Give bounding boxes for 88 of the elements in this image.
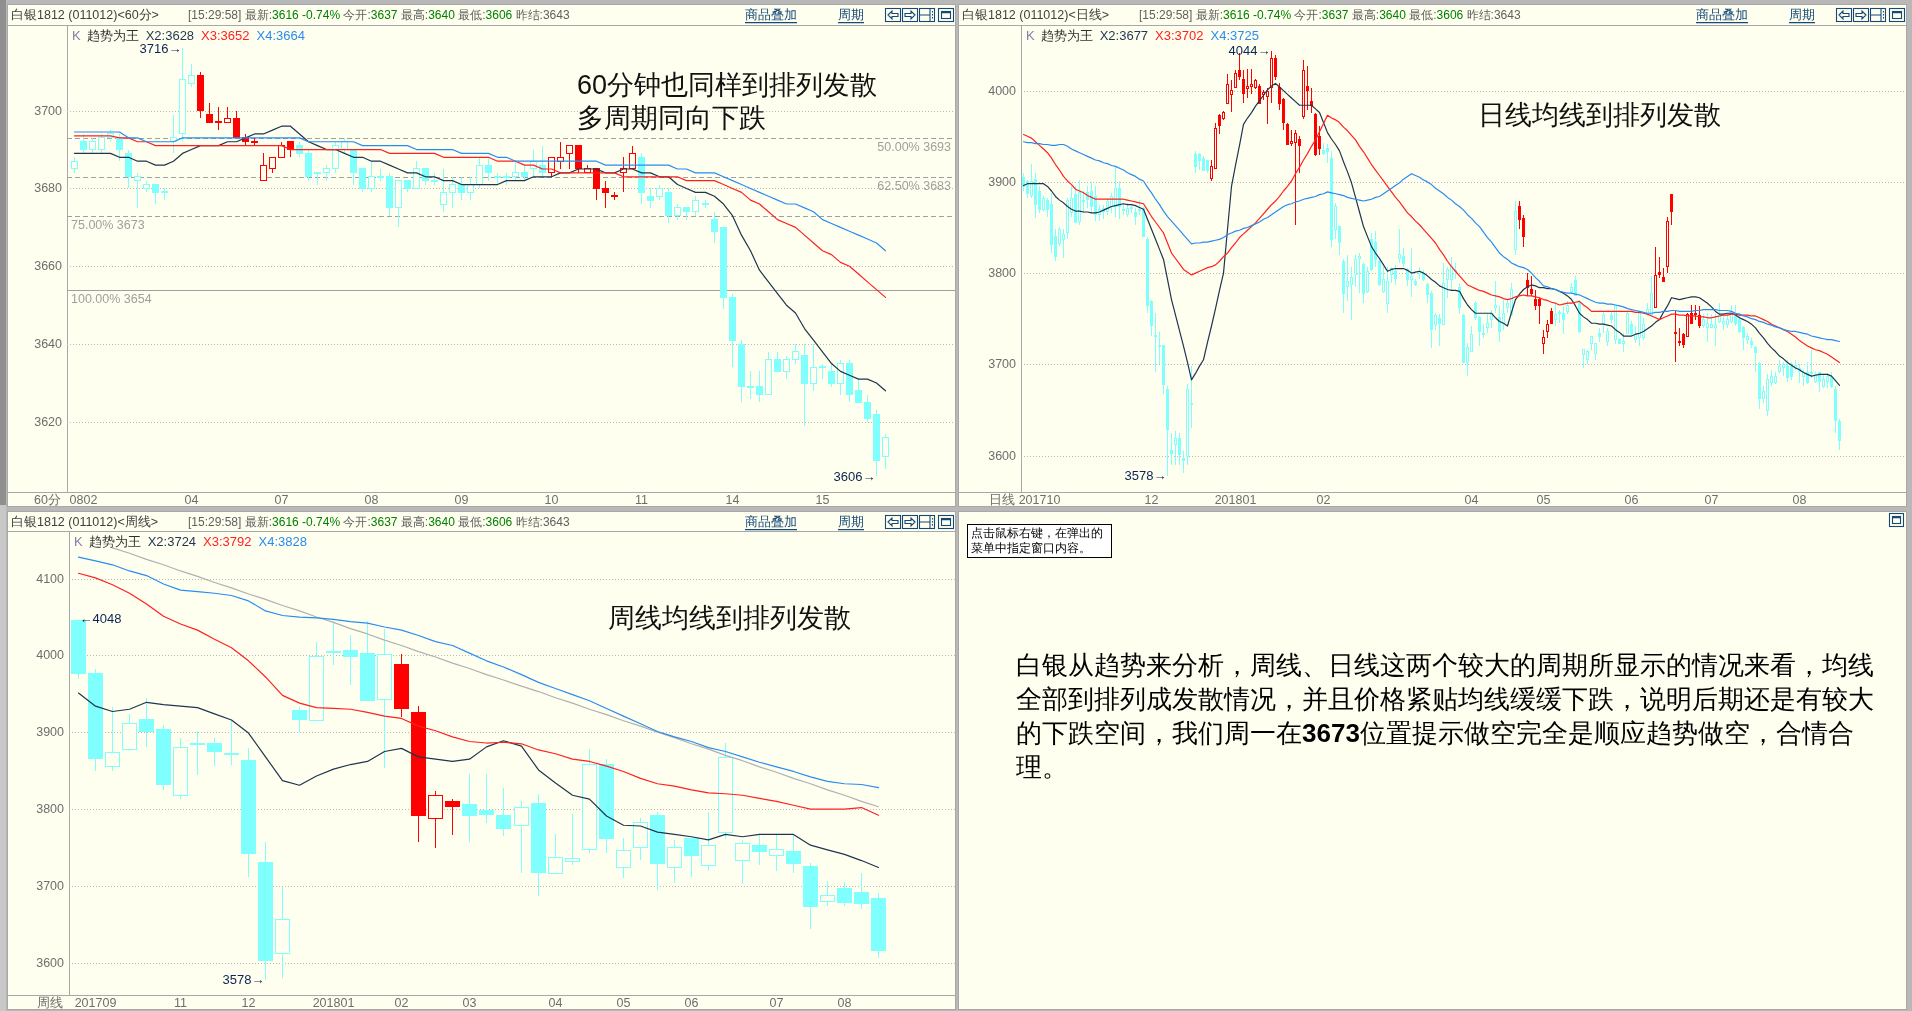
x-tick-label: 06 [1624, 493, 1639, 507]
annotation: 周线均线到排列发散 [608, 603, 851, 633]
annotation: 多周期同向下跌 [577, 103, 766, 133]
x-tick-label: 08 [837, 996, 852, 1010]
annotation: 3606→ [833, 468, 876, 484]
y-tick-label: 4000 [988, 83, 1017, 98]
x-tick-label: 07 [1704, 493, 1719, 507]
y-tick-label: 3600 [988, 448, 1017, 463]
x-tick-label: 11 [635, 493, 649, 507]
annotation: 4044→ [1228, 43, 1271, 59]
ref-line-label: 75.00% 3673 [71, 217, 145, 232]
y-tick-label: 3900 [988, 174, 1017, 189]
text: 商品叠加 [745, 8, 797, 22]
y-tick-label: 3680 [34, 181, 63, 196]
y-tick-label: 4100 [36, 571, 65, 586]
x-tick-label: 12 [1144, 493, 1159, 507]
legend-title: K 趋势为王 [72, 27, 139, 43]
x-tick-label: 04 [548, 996, 563, 1010]
x-tick-label: 03 [462, 996, 477, 1010]
annotation: 3578→ [222, 972, 265, 988]
text: 周期 [1789, 8, 1815, 22]
chart-title: 白银1812 (011012)<日线> [962, 8, 1109, 22]
x-tick-label: 09 [454, 493, 469, 507]
ref-line-label: 50.00% 3693 [877, 139, 952, 154]
y-tick-label: 3700 [36, 878, 65, 893]
y-tick-label: 3700 [34, 103, 63, 118]
x-tick-label: 10 [544, 493, 559, 507]
annotation: 日线均线到排列发散 [1478, 100, 1721, 130]
y-tick-label: 3800 [988, 266, 1017, 281]
text: X4:3664 [256, 27, 305, 43]
y-tick-label: 3800 [36, 802, 65, 817]
x-tick-label: 05 [1536, 493, 1551, 507]
annotation: 3578→ [1124, 468, 1167, 484]
chart-title: 白银1812 (011012)<60分> [11, 8, 159, 22]
x-tick-label: 07 [769, 996, 784, 1010]
x-tick-label: 04 [1464, 493, 1479, 507]
text: 白银从趋势来分析，周线、日线这两个较大的周期所显示的情况来看，均线全部到排列成发散情况，并且价格紧贴均线缓缓下跌，说明后期还是有较大的下跌空间，我们周一在3673位置提示做空完全是顺应趋势做空，合情合理。 [1016, 650, 1874, 782]
text: 周期 [838, 515, 864, 529]
x-tick-label: 11 [174, 996, 188, 1010]
y-tick-label: 3900 [36, 725, 65, 740]
y-tick-label: 3620 [34, 414, 63, 429]
x-tick-label: 0802 [69, 493, 98, 507]
x-tick-label: 12 [241, 996, 256, 1010]
text: 商品叠加 [1696, 8, 1748, 22]
x-tick-label: 04 [184, 493, 199, 507]
annotation: 60分钟也同样到排列发散 [577, 70, 878, 100]
text: X4:3725 [1210, 27, 1259, 43]
text: X2:3677 [1099, 27, 1149, 43]
x-tick-label: 201710 [1018, 493, 1061, 507]
y-tick-label: 3600 [36, 955, 65, 970]
text: 商品叠加 [745, 515, 797, 529]
x-axis-title: 60分 [34, 493, 61, 507]
text: X3:3792 [203, 533, 252, 549]
text: X4:3828 [258, 533, 307, 549]
x-tick-label: 14 [725, 493, 740, 507]
x-tick-label: 201709 [74, 996, 117, 1010]
text: [15:29:58] 最新:3616 -0.74% 今开:3637 最高:3640 最低:3606 昨结:3643 [188, 8, 570, 22]
annotation: ←4048 [79, 611, 122, 627]
x-tick-label: 06 [684, 996, 699, 1010]
x-tick-label: 08 [1792, 493, 1807, 507]
x-tick-label: 08 [364, 493, 379, 507]
x-tick-label: 07 [274, 493, 289, 507]
x-tick-label: 201801 [312, 996, 355, 1010]
text: [15:29:58] 最新:3616 -0.74% 今开:3637 最高:3640 最低:3606 昨结:3643 [188, 515, 570, 529]
y-tick-label: 3640 [34, 337, 63, 352]
annotation: 3716→ [139, 40, 182, 56]
x-tick-label: 201801 [1214, 493, 1257, 507]
text: X2:3724 [147, 533, 197, 549]
x-tick-label: 02 [1316, 493, 1331, 507]
x-tick-label: 15 [815, 493, 830, 507]
legend-title: K 趋势为王 [1026, 27, 1093, 43]
x-tick-label: 05 [616, 996, 631, 1010]
text: X2:3628 [145, 27, 195, 43]
x-tick-label: 02 [394, 996, 409, 1010]
x-axis-title: 日线 [989, 493, 1015, 507]
y-tick-label: 3700 [988, 357, 1017, 372]
legend-title: K 趋势为王 [74, 533, 141, 549]
text: 周期 [838, 8, 864, 22]
x-axis-title: 周线 [37, 996, 63, 1010]
text: X3:3652 [201, 27, 250, 43]
text: X3:3702 [1155, 27, 1204, 43]
y-tick-label: 3660 [34, 259, 63, 274]
chart-title: 白银1812 (011012)<周线> [11, 515, 158, 529]
y-tick-label: 4000 [36, 648, 65, 663]
text: 点击鼠标右键，在弹出的菜单中指定窗口内容。 [971, 526, 1103, 555]
ref-line-label: 62.50% 3683 [877, 178, 952, 193]
text: [15:29:58] 最新:3616 -0.74% 今开:3637 最高:3640 最低:3606 昨结:3643 [1139, 8, 1521, 22]
ref-line-label: 100.00% 3654 [71, 291, 152, 306]
